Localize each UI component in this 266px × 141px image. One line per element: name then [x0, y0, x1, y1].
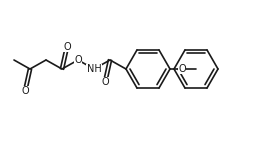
Text: O: O: [101, 77, 109, 87]
Text: O: O: [63, 42, 71, 52]
Text: O: O: [74, 55, 82, 65]
Text: O: O: [21, 86, 29, 96]
Text: NH: NH: [87, 64, 101, 74]
Text: O: O: [178, 64, 186, 74]
